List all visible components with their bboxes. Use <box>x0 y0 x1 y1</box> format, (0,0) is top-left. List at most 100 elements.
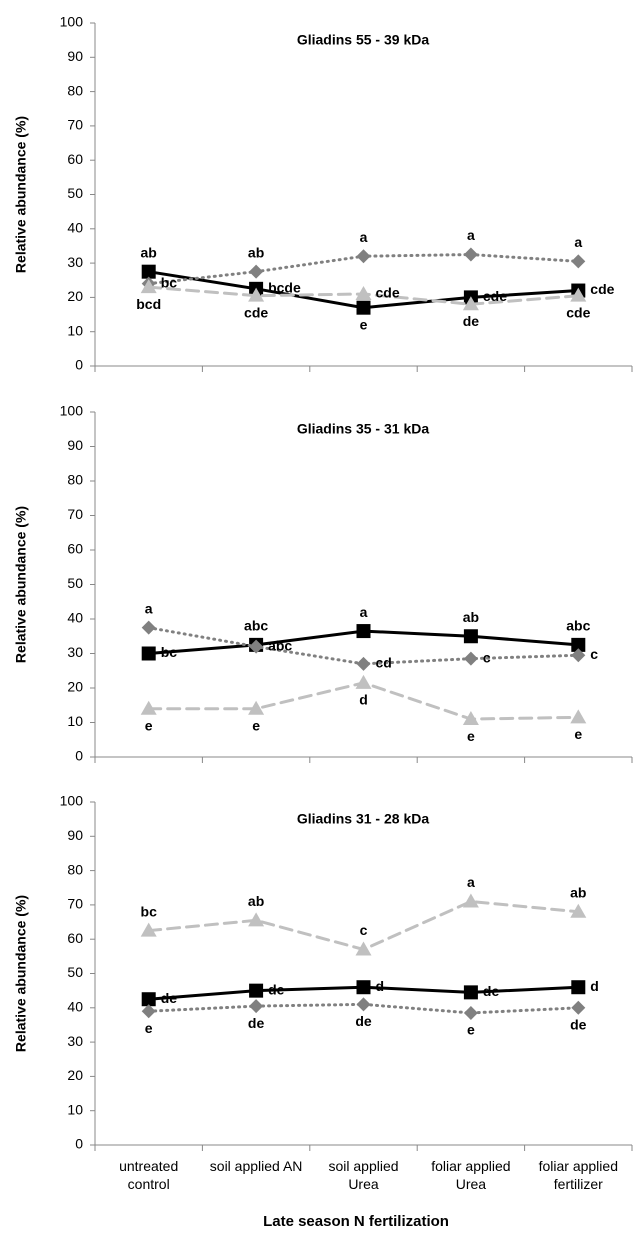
letter-label: de <box>268 981 285 997</box>
letter-label: e <box>467 728 475 744</box>
letter-label: a <box>360 229 368 245</box>
marker-triangle <box>462 893 479 908</box>
marker-square <box>356 300 371 315</box>
x-tick-label: foliar applied fertilizer <box>538 1158 618 1192</box>
y-tick-label: 20 <box>67 288 83 304</box>
series <box>141 997 586 1020</box>
letter-label: abc <box>566 618 590 634</box>
y-axis-label: Relative abundance (%) <box>13 116 29 273</box>
letter-label: c <box>360 922 368 938</box>
letter-label: bc <box>161 644 178 660</box>
letter-label: bc <box>161 274 178 290</box>
marker-triangle <box>248 700 265 715</box>
marker-square <box>141 992 156 1007</box>
letter-label: abc <box>244 618 268 634</box>
x-tick-label: soil applied Urea <box>328 1158 399 1192</box>
letter-label: de <box>355 1013 372 1029</box>
marker-diamond <box>571 1000 586 1015</box>
y-tick-label: 20 <box>67 679 83 695</box>
y-axis-label: Relative abundance (%) <box>13 895 29 1052</box>
y-tick-label: 0 <box>75 748 83 764</box>
letter-label: e <box>467 1022 475 1038</box>
letter-label: ab <box>248 893 264 909</box>
x-tick-label: soil applied AN <box>209 1158 303 1174</box>
y-tick-label: 100 <box>60 14 84 30</box>
letter-label: ab <box>141 244 157 260</box>
y-tick-label: 100 <box>60 403 84 419</box>
y-tick-label: 10 <box>67 322 83 338</box>
letter-label: e <box>252 717 260 733</box>
letter-label: bc <box>141 903 158 919</box>
marker-diamond <box>356 656 371 671</box>
marker-square <box>141 264 156 279</box>
marker-triangle <box>570 903 587 918</box>
letter-label: cde <box>590 281 614 297</box>
x-axis-label: Late season N fertilization <box>263 1213 449 1230</box>
letter-label: cde <box>244 304 268 320</box>
marker-diamond <box>463 247 478 262</box>
marker-square <box>356 624 371 639</box>
y-tick-label: 70 <box>67 896 83 912</box>
series <box>141 980 586 1007</box>
y-tick-label: 30 <box>67 644 83 660</box>
series <box>141 624 586 661</box>
letter-label: cde <box>566 304 590 320</box>
marker-triangle <box>570 709 587 724</box>
marker-diamond <box>249 999 264 1014</box>
y-tick-label: 30 <box>67 254 83 270</box>
marker-triangle <box>248 912 265 927</box>
y-axis-label: Relative abundance (%) <box>13 506 29 663</box>
y-tick-label: 90 <box>67 827 83 843</box>
y-tick-label: 50 <box>67 964 83 980</box>
y-tick-label: 40 <box>67 999 83 1015</box>
y-tick-label: 100 <box>60 793 84 809</box>
marker-diamond <box>356 997 371 1012</box>
marker-square <box>141 646 156 661</box>
letter-label: d <box>359 692 368 708</box>
letter-label: de <box>161 990 178 1006</box>
y-tick-label: 0 <box>75 357 83 373</box>
y-tick-label: 20 <box>67 1067 83 1083</box>
letter-label: abc <box>268 637 292 653</box>
letter-label: bcd <box>136 296 161 312</box>
series <box>140 674 587 726</box>
y-tick-label: 80 <box>67 861 83 877</box>
marker-diamond <box>571 648 586 663</box>
letter-label: a <box>467 874 475 890</box>
marker-triangle <box>355 674 372 689</box>
y-tick-label: 80 <box>67 472 83 488</box>
letter-label: a <box>574 234 582 250</box>
marker-triangle <box>355 285 372 300</box>
y-tick-label: 70 <box>67 117 83 133</box>
y-tick-label: 60 <box>67 151 83 167</box>
letter-label: ab <box>463 609 479 625</box>
series <box>141 620 586 671</box>
marker-diamond <box>141 1004 156 1019</box>
y-tick-label: 0 <box>75 1136 83 1152</box>
chart-title: Gliadins 35 - 31 kDa <box>297 421 429 437</box>
chart-title: Gliadins 31 - 28 kDa <box>297 811 429 827</box>
letter-label: de <box>483 983 500 999</box>
letter-label: ab <box>570 884 586 900</box>
y-tick-label: 10 <box>67 713 83 729</box>
series <box>141 247 586 291</box>
y-tick-label: 60 <box>67 541 83 557</box>
marker-triangle <box>248 287 265 302</box>
letter-label: a <box>145 600 153 616</box>
y-tick-label: 60 <box>67 930 83 946</box>
marker-diamond <box>356 249 371 264</box>
chart-title: Gliadins 55 - 39 kDa <box>297 32 429 48</box>
marker-triangle <box>462 296 479 311</box>
letter-label: de <box>570 1017 587 1033</box>
marker-diamond <box>463 651 478 666</box>
letter-label: a <box>360 604 368 620</box>
marker-triangle <box>140 279 157 294</box>
letter-label: e <box>145 717 153 733</box>
letter-label: de <box>248 1015 265 1031</box>
letter-label: c <box>483 649 491 665</box>
marker-triangle <box>140 700 157 715</box>
y-tick-label: 40 <box>67 220 83 236</box>
marker-diamond <box>571 254 586 269</box>
